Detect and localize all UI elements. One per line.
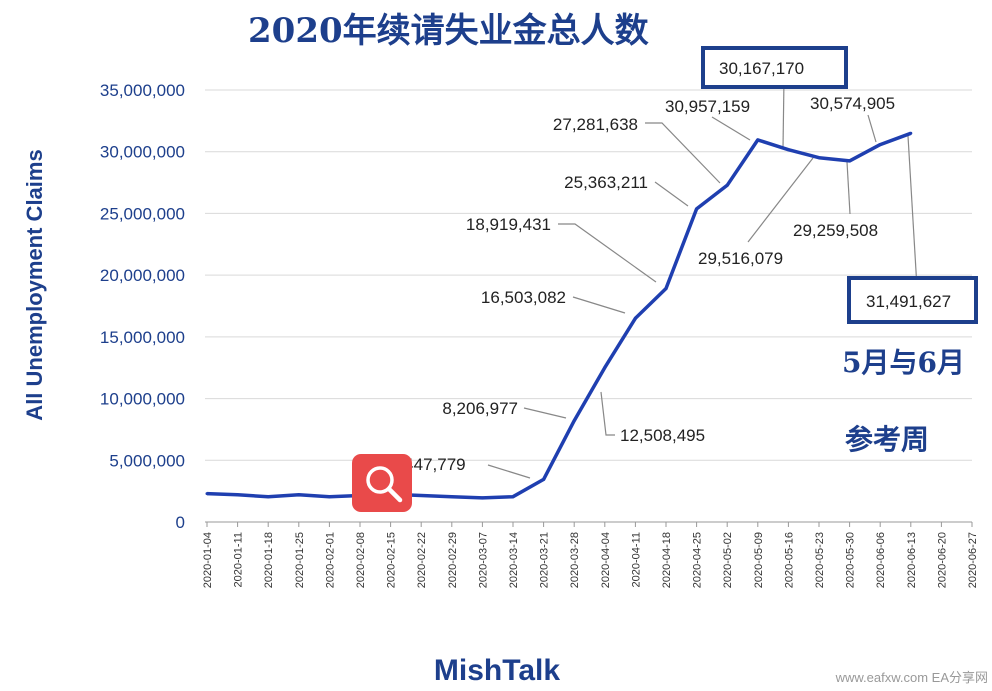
data-point bbox=[664, 286, 668, 290]
highlight-box-may bbox=[701, 46, 848, 89]
annotation-leader bbox=[782, 78, 785, 149]
data-label: 18,919,431 bbox=[466, 215, 551, 234]
note-reference-week: 参考周 bbox=[845, 423, 929, 456]
annotation-leader bbox=[487, 464, 531, 479]
x-tick-label: 2020-06-20 bbox=[936, 532, 948, 588]
data-label: 29,516,079 bbox=[698, 249, 783, 268]
annotation-leader bbox=[600, 391, 615, 436]
data-labels: 3,447,7798,206,97712,508,49516,503,08218… bbox=[390, 59, 951, 474]
data-label: 25,363,211 bbox=[564, 173, 648, 192]
data-label: 12,508,495 bbox=[620, 426, 705, 445]
series-layer bbox=[205, 131, 913, 500]
grid-lines bbox=[205, 89, 972, 461]
x-tick-label: 2020-05-09 bbox=[753, 532, 765, 588]
annotation-leader bbox=[846, 161, 851, 215]
annotation-leader bbox=[711, 116, 751, 141]
x-tick-label: 2020-02-22 bbox=[416, 532, 428, 588]
data-label: 29,259,508 bbox=[793, 221, 878, 240]
annotation-leader bbox=[645, 122, 721, 184]
highlight-boxes bbox=[701, 46, 978, 324]
x-tick-label: 2020-01-11 bbox=[233, 532, 245, 587]
y-tick-label: 35,000,000 bbox=[100, 81, 185, 100]
y-axis-ticks: 0 5,000,000 10,000,000 15,000,000 20,000,000… bbox=[100, 81, 185, 532]
y-tick-label: 5,000,000 bbox=[109, 451, 185, 470]
search-icon[interactable] bbox=[352, 454, 412, 512]
y-tick-label: 25,000,000 bbox=[100, 204, 185, 223]
annotation-leader bbox=[572, 296, 626, 314]
series-line bbox=[206, 131, 912, 500]
data-point bbox=[817, 156, 821, 160]
data-point bbox=[419, 493, 423, 497]
x-tick-label: 2020-05-16 bbox=[783, 532, 795, 588]
x-tick-label: 2020-02-29 bbox=[447, 532, 459, 588]
source-brand: MishTalk bbox=[434, 654, 560, 687]
data-point bbox=[480, 496, 484, 500]
annotation-leaders bbox=[487, 78, 918, 479]
data-point bbox=[695, 207, 699, 211]
data-point bbox=[572, 419, 576, 423]
x-tick-label: 2020-05-23 bbox=[814, 532, 826, 588]
x-tick-label: 2020-05-02 bbox=[722, 532, 734, 588]
data-point bbox=[450, 495, 454, 499]
x-tick-label: 2020-04-11 bbox=[630, 532, 642, 587]
annotation-leader bbox=[523, 407, 567, 419]
x-tick-label: 2020-01-25 bbox=[294, 532, 306, 588]
y-axis-label: All Unemployment Claims bbox=[22, 149, 47, 420]
x-tick-label: 2020-04-04 bbox=[600, 532, 612, 588]
x-tick-label: 2020-04-18 bbox=[661, 532, 673, 588]
data-label: 31,491,627 bbox=[866, 292, 951, 311]
x-tick-label: 2020-02-15 bbox=[386, 532, 398, 588]
data-label: 8,206,977 bbox=[442, 399, 518, 418]
data-point bbox=[511, 495, 515, 499]
data-point bbox=[725, 183, 729, 187]
data-point bbox=[756, 138, 760, 142]
data-point bbox=[633, 316, 637, 320]
data-label: 30,957,159 bbox=[665, 97, 750, 116]
x-tick-label: 2020-01-18 bbox=[263, 532, 275, 588]
annotation-leader bbox=[867, 114, 877, 143]
x-tick-label: 2020-06-13 bbox=[906, 532, 918, 588]
y-tick-label: 0 bbox=[176, 513, 185, 532]
data-label: 27,281,638 bbox=[553, 115, 638, 134]
data-point bbox=[786, 148, 790, 152]
x-tick-label: 2020-03-14 bbox=[508, 532, 520, 588]
x-tick-label: 2020-02-01 bbox=[324, 532, 336, 588]
annotation-leader bbox=[654, 181, 689, 207]
x-tick-label: 2020-02-08 bbox=[355, 532, 367, 588]
annotation-leader bbox=[747, 157, 814, 243]
x-tick-label: 2020-03-07 bbox=[477, 532, 489, 588]
x-tick-label: 2020-01-04 bbox=[202, 532, 214, 588]
data-label: 30,574,905 bbox=[810, 94, 895, 113]
data-point bbox=[878, 143, 882, 147]
annotation-leader bbox=[907, 135, 918, 289]
y-tick-label: 20,000,000 bbox=[100, 266, 185, 285]
highlight-box-june bbox=[847, 276, 978, 324]
data-point bbox=[603, 366, 607, 370]
data-point bbox=[297, 493, 301, 497]
data-point bbox=[909, 131, 913, 135]
chart-title: 2020年续请失业金总人数 bbox=[248, 11, 649, 51]
annotation-leader bbox=[558, 223, 657, 283]
y-tick-label: 30,000,000 bbox=[100, 143, 185, 162]
data-point bbox=[542, 477, 546, 481]
x-tick-label: 2020-04-25 bbox=[692, 532, 704, 588]
x-tick-label: 2020-03-28 bbox=[569, 532, 581, 588]
note-reference-months: 5月与6月 bbox=[842, 346, 965, 379]
data-point bbox=[236, 493, 240, 497]
x-tick-label: 2020-05-30 bbox=[845, 532, 857, 588]
data-point bbox=[266, 495, 270, 499]
y-tick-label: 10,000,000 bbox=[100, 390, 185, 409]
x-tick-label: 2020-03-21 bbox=[539, 532, 551, 588]
data-point bbox=[205, 492, 209, 496]
x-tick-label: 2020-06-06 bbox=[875, 532, 887, 588]
y-tick-label: 15,000,000 bbox=[100, 328, 185, 347]
data-point bbox=[848, 159, 852, 163]
data-label: 30,167,170 bbox=[719, 59, 804, 78]
data-point bbox=[327, 495, 331, 499]
watermark: www.eafxw.com EA分享网 bbox=[835, 670, 988, 685]
x-axis-ticks: 2020-01-04 2020-01-11 2020-01-18 2020-01-25… bbox=[202, 522, 979, 588]
x-tick-label: 2020-06-27 bbox=[967, 532, 979, 588]
data-label: 16,503,082 bbox=[481, 288, 566, 307]
